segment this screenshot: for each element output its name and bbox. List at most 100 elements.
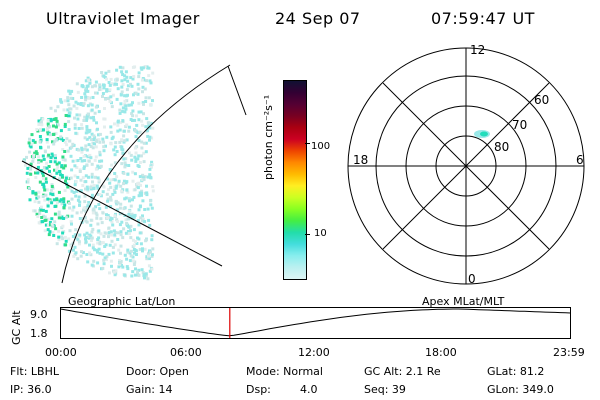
- aurora-pixel: [121, 236, 125, 240]
- aurora-pixel: [98, 85, 102, 89]
- aurora-pixel: [143, 220, 147, 224]
- aurora-pixel: [86, 78, 90, 82]
- aurora-pixel: [75, 189, 78, 193]
- aurora-pixel: [146, 134, 150, 138]
- horizon-arc: [61, 64, 231, 284]
- aurora-pixel: [41, 220, 45, 224]
- aurora-pixel: [150, 253, 154, 257]
- aurora-pixel: [133, 188, 137, 192]
- aurora-pixel: [63, 150, 67, 153]
- aurora-pixel: [34, 192, 38, 196]
- aurora-pixel: [60, 202, 64, 206]
- aurora-pixel: [126, 79, 130, 83]
- aurora-pixel: [41, 154, 45, 158]
- aurora-pixel: [138, 191, 142, 195]
- aurora-pixel: [87, 235, 91, 238]
- aurora-pixel: [28, 137, 31, 141]
- aurora-pixel: [98, 150, 102, 154]
- aurora-pixel: [39, 120, 43, 124]
- aurora-pixel: [141, 66, 145, 70]
- aurora-pixel: [144, 150, 148, 154]
- aurora-pixel: [47, 233, 51, 237]
- aurora-pixel: [61, 148, 65, 151]
- aurora-pixel: [87, 201, 91, 204]
- aurora-pixel: [125, 222, 129, 225]
- polar-axis-diagonal: [382, 82, 550, 250]
- dsp-value: 4.0: [300, 383, 318, 396]
- aurora-pixel: [98, 242, 102, 246]
- aurora-pixel: [91, 243, 95, 247]
- aurora-pixel: [56, 105, 60, 109]
- aurora-pixel: [85, 148, 89, 152]
- aurora-pixel: [147, 251, 151, 255]
- aurora-pixel: [50, 217, 54, 221]
- aurora-pixel: [120, 109, 124, 113]
- aurora-pixel: [143, 65, 147, 68]
- aurora-pixel: [149, 203, 153, 207]
- aurora-pixel: [95, 184, 99, 188]
- aurora-pixel: [95, 140, 99, 144]
- aurora-pixel: [62, 166, 66, 170]
- aurora-pixel: [75, 82, 79, 86]
- aurora-pixel: [140, 193, 143, 197]
- aurora-pixel: [42, 185, 46, 189]
- aurora-pixel: [51, 156, 55, 160]
- aurora-pixel: [137, 101, 141, 105]
- aurora-pixel: [131, 270, 135, 274]
- aurora-pixel: [30, 133, 34, 137]
- aurora-pixel: [119, 184, 123, 188]
- aurora-pixel: [85, 231, 89, 235]
- aurora-pixel: [127, 209, 131, 213]
- aurora-pixel: [129, 153, 133, 157]
- aurora-pixel: [103, 117, 107, 121]
- aurora-pixel: [55, 168, 59, 172]
- aurora-pixel: [120, 85, 124, 89]
- aurora-pixel: [111, 192, 115, 196]
- aurora-pixel: [91, 146, 95, 150]
- aurora-pixel: [35, 152, 39, 156]
- aurora-pixel: [100, 71, 104, 74]
- geographic-image-panel: [21, 64, 247, 284]
- time-label: 07:59:47 UT: [431, 9, 535, 28]
- aurora-pixel: [66, 108, 70, 112]
- aurora-pixel: [42, 168, 46, 172]
- aurora-pixel: [84, 209, 88, 213]
- aurora-pixel: [147, 74, 151, 78]
- aurora-pixel: [37, 221, 41, 225]
- aurora-pixel: [124, 70, 128, 74]
- aurora-pixel: [140, 78, 144, 82]
- aurora-pixel: [36, 165, 40, 169]
- aurora-pixel: [48, 125, 52, 129]
- aurora-pixel: [105, 89, 109, 93]
- aurora-pixel: [47, 145, 50, 149]
- aurora-pixel: [98, 83, 102, 87]
- aurora-pixel: [131, 77, 135, 81]
- aurora-pixel: [134, 135, 138, 139]
- aurora-pixel: [94, 145, 98, 149]
- aurora-pixel: [127, 129, 131, 133]
- aurora-pixel: [72, 205, 76, 209]
- aurora-pixel: [102, 185, 106, 189]
- aurora-pixel: [145, 117, 149, 121]
- aurora-pixel: [91, 96, 95, 99]
- filter-info: Flt: LBHL: [10, 365, 59, 378]
- aurora-pixel: [129, 204, 133, 208]
- aurora-pixel: [127, 217, 130, 221]
- aurora-pixel: [36, 171, 40, 175]
- aurora-pixel: [111, 251, 115, 255]
- aurora-pixel: [109, 185, 113, 189]
- aurora-pixel: [88, 81, 92, 85]
- aurora-pixel: [31, 156, 35, 160]
- aurora-pixel: [131, 179, 135, 183]
- aurora-pixel: [140, 146, 144, 150]
- aurora-pixel: [147, 96, 151, 100]
- aurora-pixel: [109, 198, 113, 202]
- aurora-pixel: [151, 99, 154, 103]
- aurora-pixel: [71, 235, 75, 238]
- aurora-pixel: [104, 71, 108, 75]
- aurora-pixel: [97, 133, 100, 137]
- aurora-pixel: [79, 103, 83, 106]
- aurora-pixel: [96, 186, 100, 190]
- aurora-pixel: [48, 133, 52, 137]
- aurora-pixel: [46, 217, 50, 221]
